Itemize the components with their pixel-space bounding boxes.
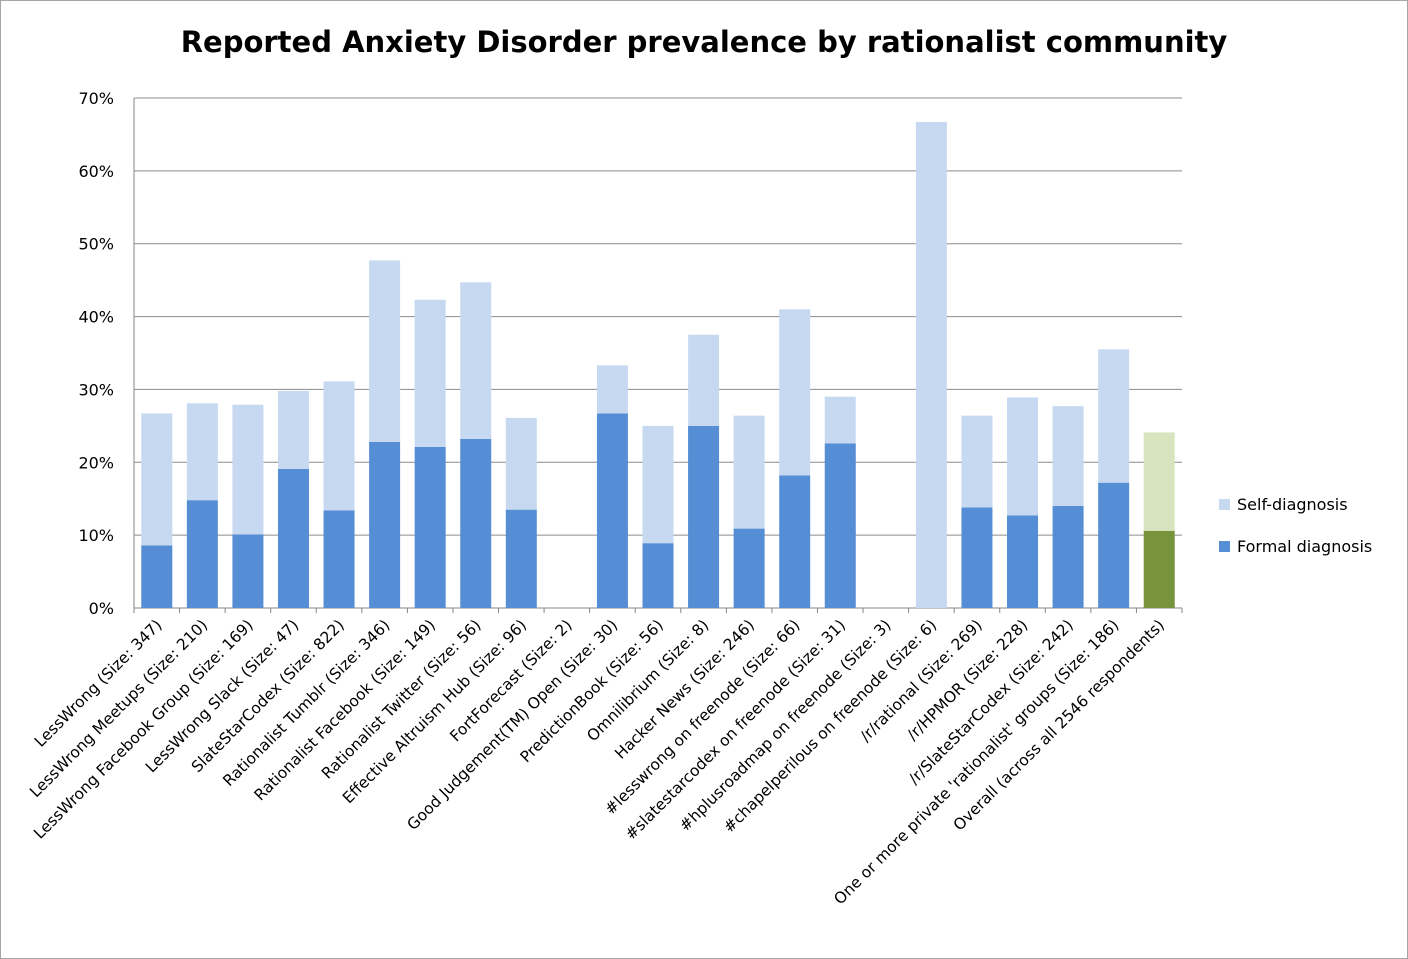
bar-self — [1143, 432, 1175, 531]
y-tick-label: 30% — [78, 380, 114, 399]
bar-self — [1007, 397, 1039, 516]
bar-self — [277, 390, 309, 469]
bar-self — [323, 381, 355, 511]
bar-self — [369, 260, 401, 442]
legend: Self-diagnosis Formal diagnosis — [1219, 483, 1372, 567]
bar-self — [915, 122, 947, 609]
bar-self — [688, 334, 720, 426]
bar-formal — [141, 545, 173, 608]
bar-formal — [1143, 530, 1175, 608]
x-tick-label: Rationalist Tumblr (Size: 346) — [220, 616, 394, 790]
bar-self — [779, 309, 811, 476]
y-tick-label: 20% — [78, 453, 114, 472]
bar-formal — [460, 438, 492, 608]
y-tick-label: 60% — [78, 162, 114, 181]
bar-formal — [232, 534, 264, 608]
bar-self — [1052, 406, 1084, 506]
bar-formal — [505, 509, 537, 608]
x-tick-label: Good Judgement(TM) Open (Size: 30) — [404, 616, 622, 834]
legend-swatch-formal — [1219, 540, 1230, 552]
bar-formal — [779, 475, 811, 608]
bar-formal — [824, 443, 856, 608]
legend-item-formal: Formal diagnosis — [1219, 525, 1372, 567]
bar-formal — [369, 441, 401, 608]
y-tick-label: 0% — [89, 599, 114, 618]
bar-formal — [733, 528, 765, 608]
legend-swatch-self — [1219, 498, 1230, 510]
y-tick-label: 70% — [78, 89, 114, 108]
legend-label-self: Self-diagnosis — [1237, 494, 1348, 514]
bar-self — [596, 365, 628, 414]
bar-formal — [186, 500, 218, 608]
bar-formal — [688, 425, 720, 608]
bar-formal — [961, 507, 993, 608]
bar-self — [232, 404, 264, 535]
bar-self — [961, 415, 993, 508]
bar-formal — [323, 510, 355, 608]
bar-formal — [277, 468, 309, 608]
x-tick-label: Overall (across all 2546 respondents) — [950, 616, 1168, 834]
bar-formal — [414, 446, 446, 608]
bar-self — [824, 396, 856, 444]
bar-self — [141, 413, 173, 546]
legend-item-self: Self-diagnosis — [1219, 483, 1372, 525]
chart-title: Reported Anxiety Disorder prevalence by … — [180, 25, 1228, 59]
bar-formal — [1098, 482, 1130, 608]
bar-self — [186, 403, 218, 501]
bar-formal — [642, 543, 674, 608]
bar-formal — [1007, 515, 1039, 608]
bar-self — [505, 417, 537, 510]
y-tick-label: 10% — [78, 526, 114, 545]
x-tick-label: LessWrong Meetups (Size: 210) — [26, 616, 211, 801]
bar-self — [414, 299, 446, 447]
y-tick-label: 50% — [78, 235, 114, 254]
bar-formal — [596, 413, 628, 608]
bar-self — [733, 415, 765, 529]
x-tick-label: /r/SlateStarCodex (Size: 242) — [905, 616, 1077, 788]
bar-formal — [1052, 506, 1084, 608]
x-tick-label: #hplusroadmap on freenode (Size: 3) — [676, 616, 895, 835]
y-tick-label: 40% — [78, 308, 114, 327]
bar-self — [1098, 349, 1130, 483]
bar-self — [642, 425, 674, 544]
legend-label-formal: Formal diagnosis — [1237, 536, 1373, 556]
bar-self — [460, 282, 492, 439]
